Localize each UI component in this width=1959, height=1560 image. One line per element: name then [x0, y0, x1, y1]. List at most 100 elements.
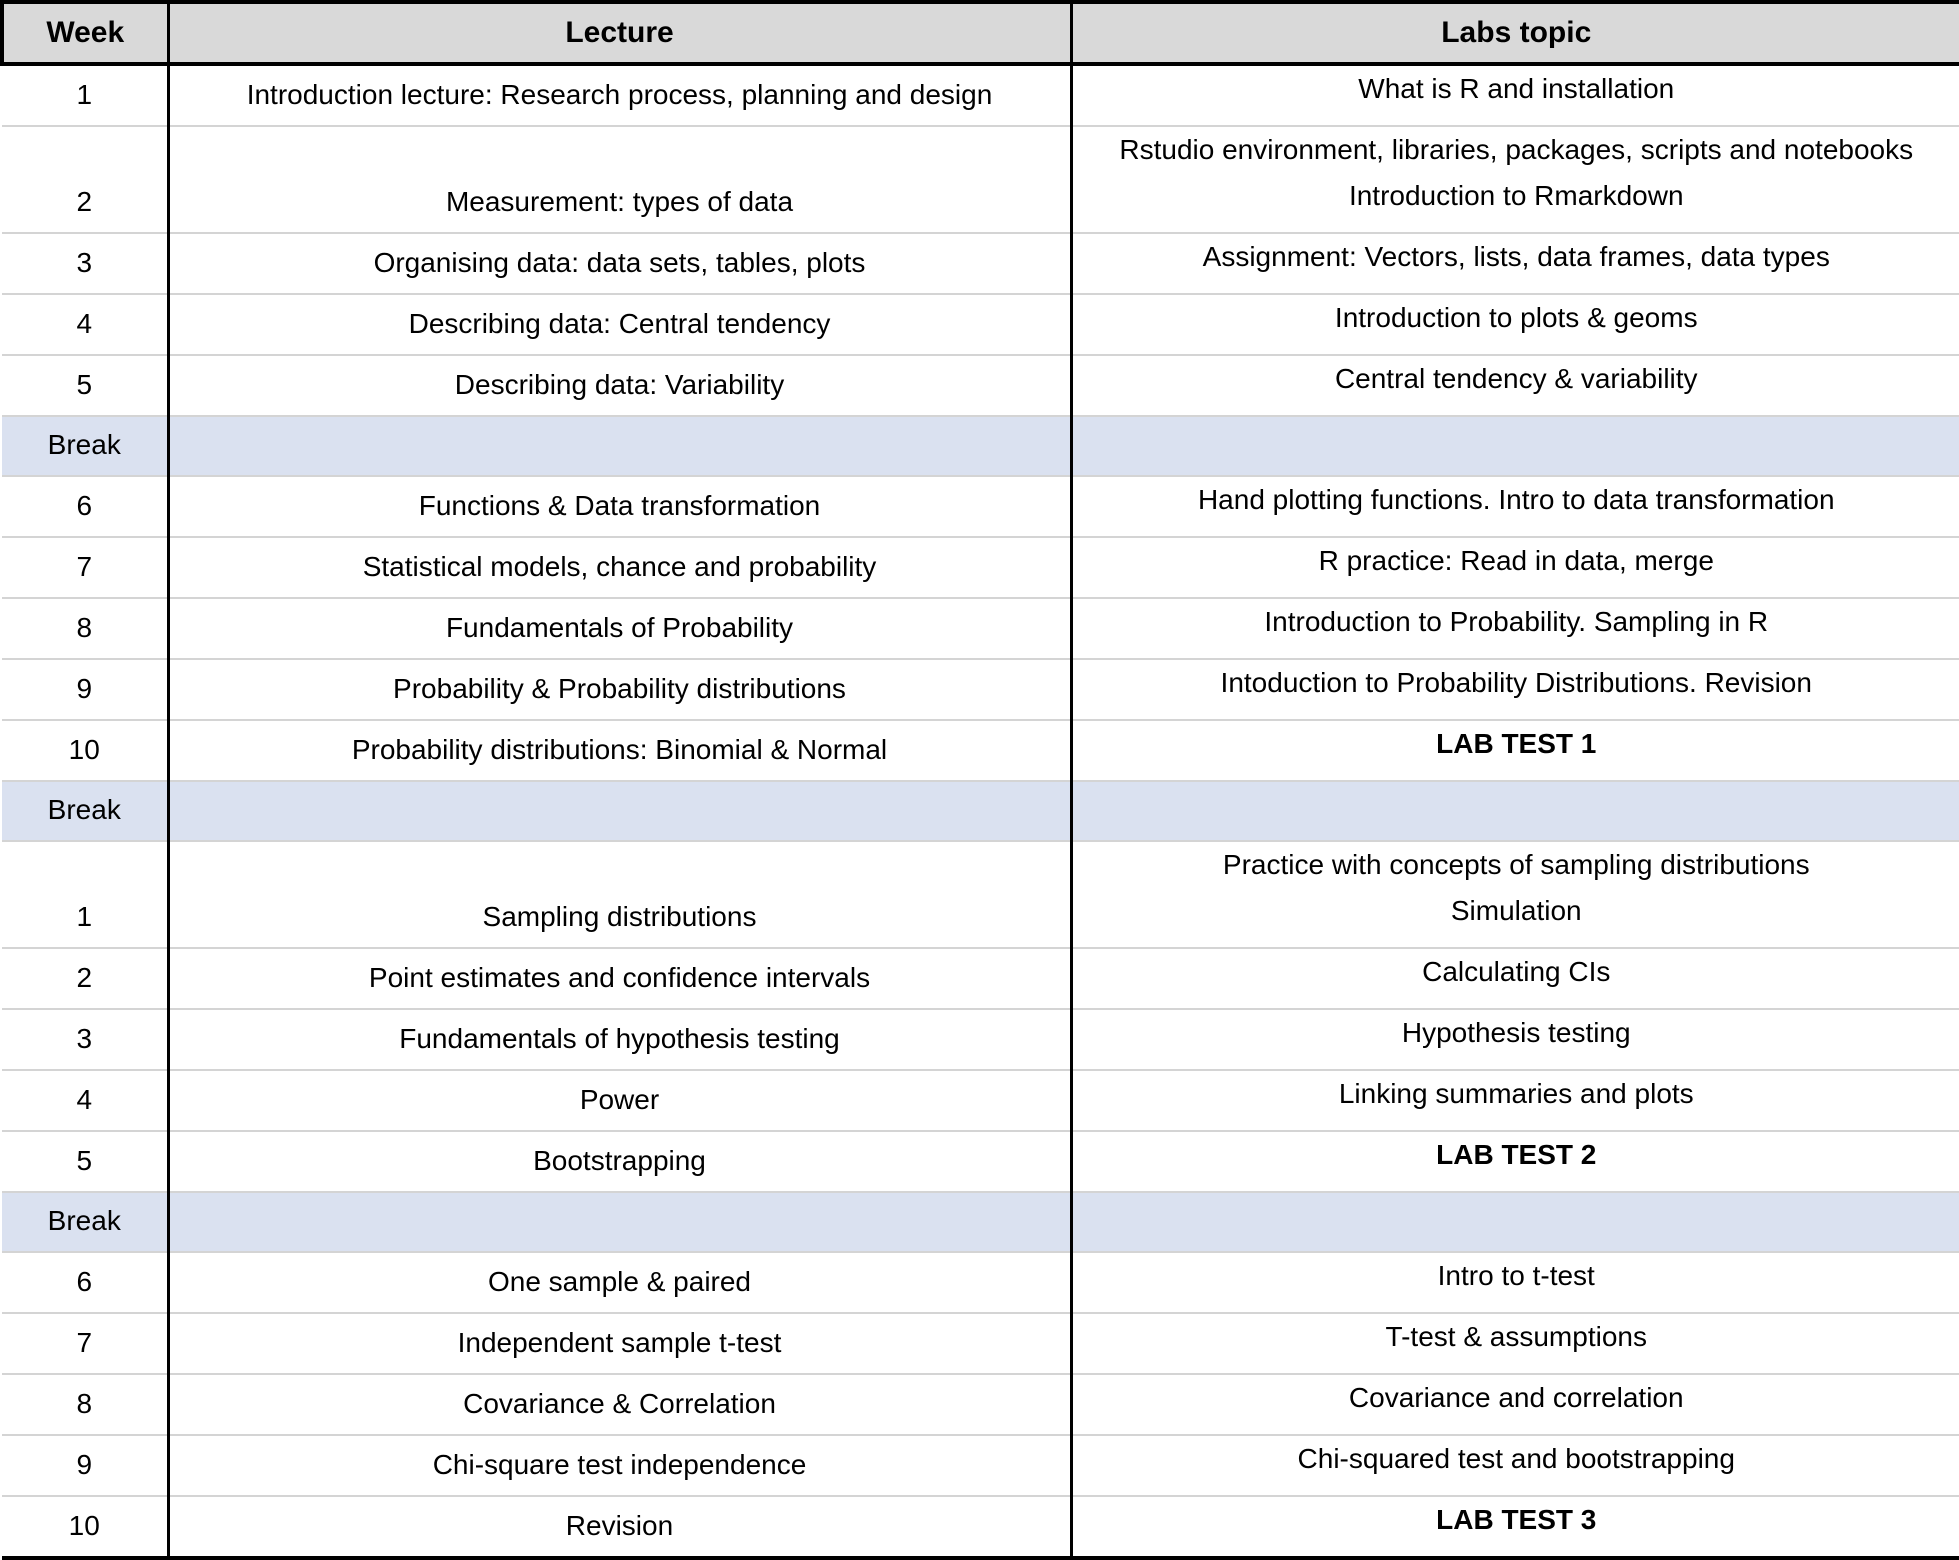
labs-topic-cell: Intoduction to Probability Distributions…: [1069, 658, 1959, 720]
week-cell: 3: [2, 232, 168, 294]
labs-topic-cell: Covariance and correlation: [1069, 1373, 1959, 1435]
break-row: Break: [2, 780, 1959, 841]
week-cell: 4: [2, 293, 168, 355]
lecture-cell: Probability & Probability distributions: [166, 658, 1071, 720]
labs-topic-line: Hypothesis testing: [1401, 1017, 1631, 1048]
labs-topic-cell: Introduction to Probability. Sampling in…: [1069, 597, 1959, 659]
table-row: 5 Describing data: Variability Central t…: [2, 354, 1959, 416]
lecture-cell: [166, 1191, 1071, 1252]
table-row: 4 Describing data: Central tendency Intr…: [2, 293, 1959, 355]
labs-topic-cell: Hand plotting functions. Intro to data t…: [1069, 475, 1959, 537]
labs-topic-line: Hand plotting functions. Intro to data t…: [1197, 484, 1835, 515]
labs-topic-cell: [1069, 415, 1959, 476]
table-row: 8 Fundamentals of Probability Introducti…: [2, 597, 1959, 659]
lecture-cell: Describing data: Variability: [166, 354, 1071, 416]
labs-topic-line: Central tendency & variability: [1334, 363, 1698, 394]
labs-topic-line: Intoduction to Probability Distributions…: [1220, 667, 1812, 698]
table-row: 9 Probability & Probability distribution…: [2, 658, 1959, 720]
table-row: 4 Power Linking summaries and plots: [2, 1069, 1959, 1131]
labs-topic-line: Introduction to plots & geoms: [1334, 302, 1698, 333]
table-row: 6 One sample & paired Intro to t-test: [2, 1251, 1959, 1313]
table-row: 7 Statistical models, chance and probabi…: [2, 536, 1959, 598]
week-cell: 2: [2, 125, 168, 233]
week-cell: 8: [2, 597, 168, 659]
labs-topic-cell: LAB TEST 1: [1069, 719, 1959, 781]
week-cell: 10: [2, 719, 168, 781]
labs-topic-line: Rstudio environment, libraries, packages…: [1119, 134, 1914, 165]
week-cell: Break: [2, 415, 168, 476]
week-cell: Break: [2, 780, 168, 841]
labs-topic-cell: R practice: Read in data, merge: [1069, 536, 1959, 598]
labs-topic-cell: Introduction to plots & geoms: [1069, 293, 1959, 355]
labs-topic-line: Introduction to Probability. Sampling in…: [1264, 606, 1769, 637]
labs-topic-cell: Intro to t-test: [1069, 1251, 1959, 1313]
labs-topic-cell: What is R and installation: [1069, 63, 1959, 126]
lecture-cell: Fundamentals of hypothesis testing: [166, 1008, 1071, 1070]
labs-topic-line: Chi-squared test and bootstrapping: [1297, 1443, 1735, 1474]
break-row: Break: [2, 1191, 1959, 1252]
lecture-cell: One sample & paired: [166, 1251, 1071, 1313]
labs-topic-cell: Central tendency & variability: [1069, 354, 1959, 416]
table-row: 1 Sampling distributions Practice with c…: [2, 840, 1959, 948]
labs-topic-line: Practice with concepts of sampling distr…: [1222, 849, 1810, 880]
week-cell: 4: [2, 1069, 168, 1131]
labs-topic-cell: Rstudio environment, libraries, packages…: [1069, 125, 1959, 233]
table-row: 2 Measurement: types of data Rstudio env…: [2, 125, 1959, 233]
lecture-cell: Bootstrapping: [166, 1130, 1071, 1192]
week-cell: 5: [2, 354, 168, 416]
week-cell: 10: [2, 1495, 168, 1560]
lecture-cell: Organising data: data sets, tables, plot…: [166, 232, 1071, 294]
lecture-cell: [166, 415, 1071, 476]
week-cell: 2: [2, 947, 168, 1009]
lecture-cell: Measurement: types of data: [166, 125, 1071, 233]
week-cell: 1: [2, 63, 168, 126]
table-row: 2 Point estimates and confidence interva…: [2, 947, 1959, 1009]
labs-topic-line: T-test & assumptions: [1385, 1321, 1647, 1352]
lecture-cell: Revision: [166, 1495, 1071, 1560]
table-row: 8 Covariance & Correlation Covariance an…: [2, 1373, 1959, 1435]
labs-topic-cell: Chi-squared test and bootstrapping: [1069, 1434, 1959, 1496]
lecture-cell: Point estimates and confidence intervals: [166, 947, 1071, 1009]
labs-topic-line: Intro to t-test: [1437, 1260, 1595, 1291]
lecture-cell: Sampling distributions: [166, 840, 1071, 948]
labs-topic-line: What is R and installation: [1358, 73, 1675, 104]
lecture-cell: [166, 780, 1071, 841]
labs-topic-cell: Practice with concepts of sampling distr…: [1069, 840, 1959, 948]
week-cell: 9: [2, 658, 168, 720]
table-header: Week Lecture Labs topic: [0, 0, 1959, 66]
lecture-cell: Fundamentals of Probability: [166, 597, 1071, 659]
table-row: 3 Fundamentals of hypothesis testing Hyp…: [2, 1008, 1959, 1070]
week-cell: 1: [2, 840, 168, 948]
table-row: 7 Independent sample t-test T-test & ass…: [2, 1312, 1959, 1374]
labs-topic-line: LAB TEST 3: [1436, 1504, 1597, 1535]
table-row: 9 Chi-square test independence Chi-squar…: [2, 1434, 1959, 1496]
labs-topic-line: Calculating CIs: [1422, 956, 1611, 987]
schedule-body: 1 Introduction lecture: Research process…: [2, 63, 1959, 1560]
table-row: 5 Bootstrapping LAB TEST 2: [2, 1130, 1959, 1192]
week-cell: 6: [2, 475, 168, 537]
lecture-cell: Covariance & Correlation: [166, 1373, 1071, 1435]
week-cell: Break: [2, 1191, 168, 1252]
labs-topic-cell: T-test & assumptions: [1069, 1312, 1959, 1374]
labs-topic-cell: Hypothesis testing: [1069, 1008, 1959, 1070]
labs-topic-cell: [1069, 1191, 1959, 1252]
labs-topic-cell: [1069, 780, 1959, 841]
week-cell: 6: [2, 1251, 168, 1313]
labs-topic-line: Covariance and correlation: [1348, 1382, 1684, 1413]
labs-topic-line: Simulation: [1450, 895, 1582, 926]
labs-topic-line: Introduction to Rmarkdown: [1348, 180, 1684, 211]
header-lecture: Lecture: [166, 0, 1071, 66]
lecture-cell: Statistical models, chance and probabili…: [166, 536, 1071, 598]
lecture-cell: Describing data: Central tendency: [166, 293, 1071, 355]
week-cell: 8: [2, 1373, 168, 1435]
labs-topic-line: Linking summaries and plots: [1338, 1078, 1694, 1109]
labs-topic-line: LAB TEST 2: [1436, 1139, 1597, 1170]
table-row: 10 Probability distributions: Binomial &…: [2, 719, 1959, 781]
week-cell: 9: [2, 1434, 168, 1496]
week-cell: 5: [2, 1130, 168, 1192]
lecture-cell: Power: [166, 1069, 1071, 1131]
table-row: 3 Organising data: data sets, tables, pl…: [2, 232, 1959, 294]
header-week: Week: [0, 0, 168, 66]
labs-topic-line: R practice: Read in data, merge: [1318, 545, 1714, 576]
table-row: 10 Revision LAB TEST 3: [2, 1495, 1959, 1560]
